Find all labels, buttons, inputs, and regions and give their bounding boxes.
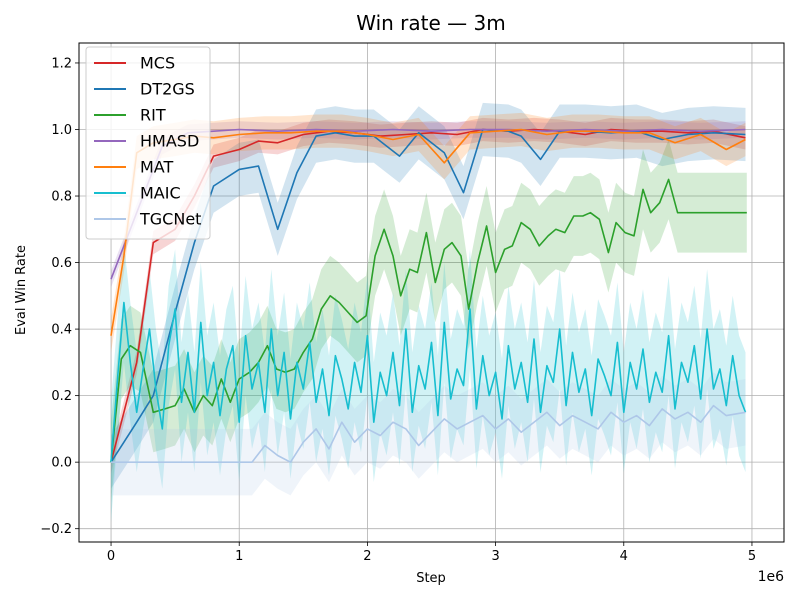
band-rit — [111, 139, 747, 503]
band-maic — [111, 242, 746, 522]
x-tick-label: 4 — [620, 549, 628, 564]
legend-label: MCS — [140, 54, 175, 73]
x-axis-offset-label: 1e6 — [758, 569, 785, 585]
x-tick-label: 1 — [235, 549, 243, 564]
band-tgcnet — [111, 372, 746, 496]
legend-label: TGCNet — [139, 210, 201, 229]
x-tick-label: 3 — [491, 549, 499, 564]
legend-label: RIT — [140, 106, 166, 125]
y-tick-label: 0.6 — [51, 256, 72, 271]
y-axis-label: Eval Win Rate — [14, 245, 29, 335]
y-tick-label: 0.2 — [51, 389, 72, 404]
y-tick-label: 0.0 — [51, 456, 72, 471]
legend-label: MAIC — [140, 184, 181, 203]
legend-label: HMASD — [140, 132, 199, 151]
x-axis-label: Step — [416, 571, 446, 586]
band-dt2gs — [111, 102, 746, 489]
y-tick-label: −0.2 — [40, 522, 72, 537]
plot-frame — [78, 42, 785, 543]
y-tick-label: 1.2 — [51, 56, 72, 71]
y-tick-label: 0.8 — [51, 190, 72, 205]
chart-title: Win rate — 3m — [356, 11, 505, 35]
line-maic — [110, 301, 747, 463]
x-tick-label: 0 — [107, 549, 115, 564]
x-tick-label: 5 — [748, 549, 756, 564]
x-tick-label: 2 — [363, 549, 371, 564]
line-tgcnet — [111, 404, 746, 464]
legend: MCS DT2GS RIT HMASD MAT MAIC TGCNet — [85, 46, 211, 240]
legend-label: DT2GS — [140, 80, 195, 99]
legend-frame — [85, 46, 211, 240]
legend-label: MAT — [140, 158, 174, 177]
line-rit — [110, 178, 747, 463]
y-axis-ticks: −0.2 0.0 0.2 0.4 0.6 0.8 1.0 1.2 — [40, 56, 79, 537]
y-tick-label: 0.4 — [51, 323, 72, 338]
x-axis-ticks: 0 1 2 3 4 5 — [107, 542, 756, 564]
y-tick-label: 1.0 — [51, 123, 72, 138]
